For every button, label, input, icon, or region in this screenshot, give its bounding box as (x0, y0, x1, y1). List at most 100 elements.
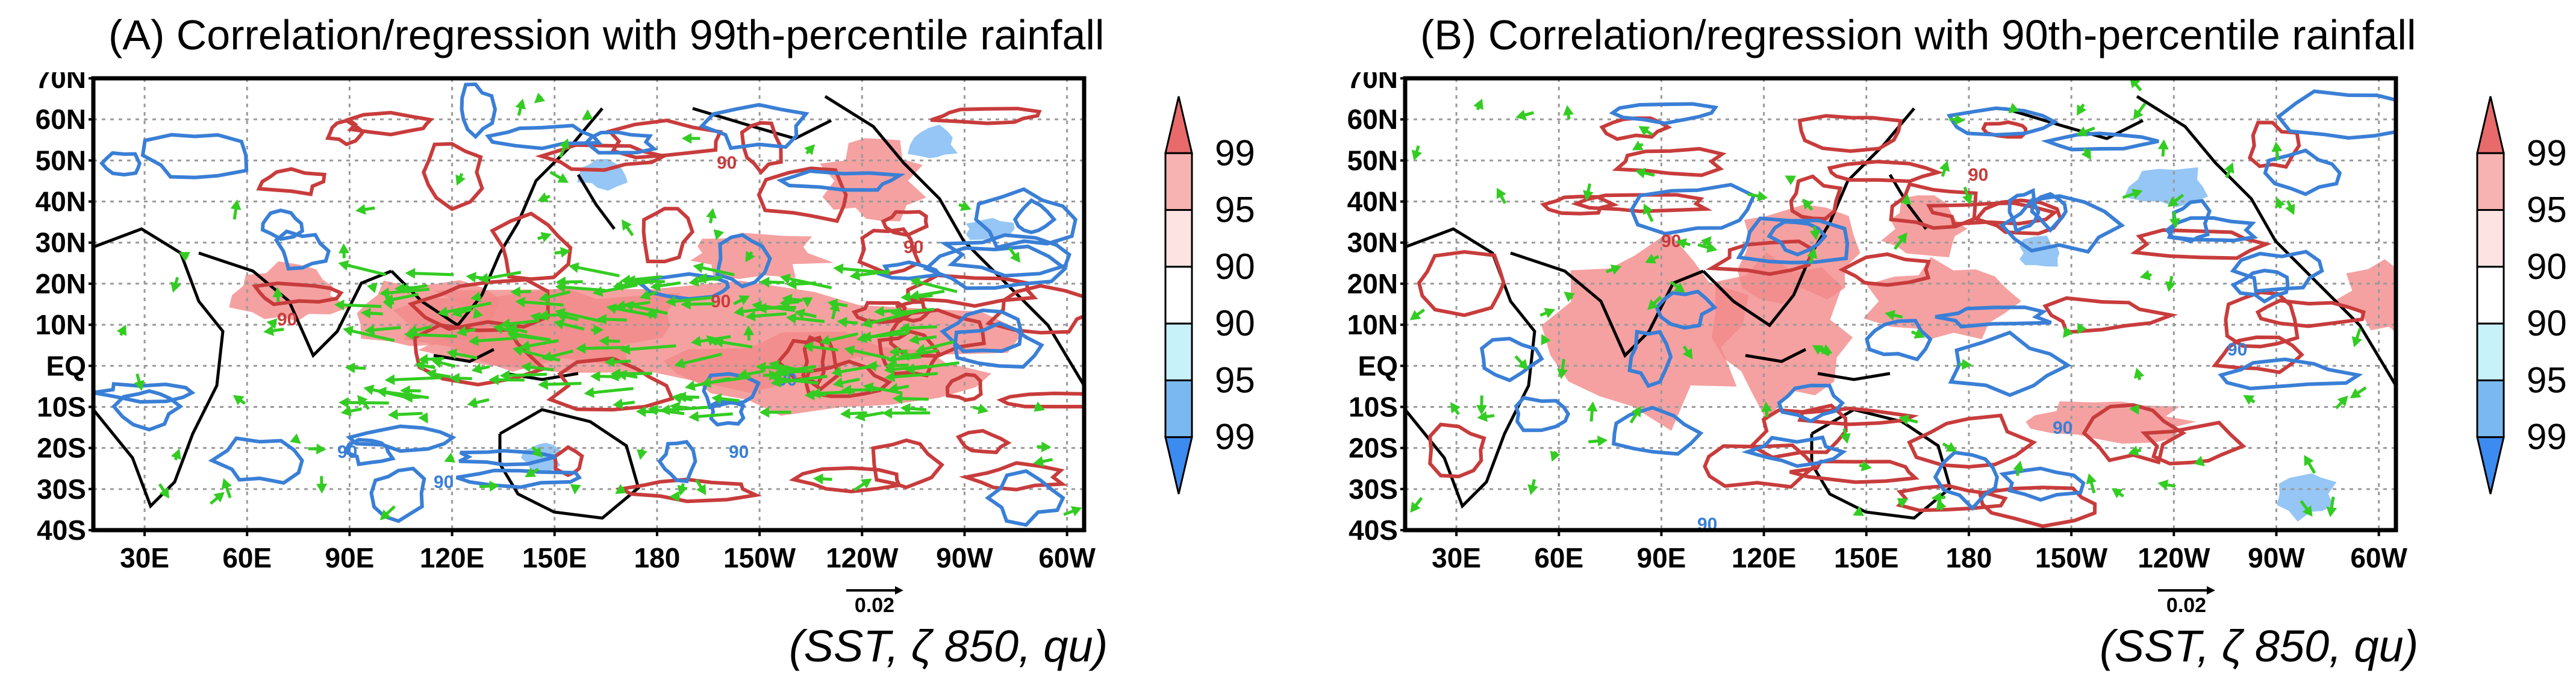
panel-b-vector-arrow (2077, 103, 2087, 116)
panel-b-lon-label: 90W (2248, 542, 2305, 574)
panel-a-vector-arrow (549, 170, 569, 183)
panel-b-contour-neg-14 (1999, 194, 2125, 254)
panel-a-vector-arrow (733, 295, 750, 305)
panel-b-lat-label: 40S (1349, 514, 1398, 546)
panel-a-vector-arrow (1037, 441, 1052, 452)
panel-b-vector-arrow (1936, 499, 1947, 511)
panel-a-vector-arrow (665, 296, 713, 307)
panel-a-vector-arrow (803, 341, 838, 352)
panel-a-vector-arrow (899, 322, 937, 334)
panel-a-vector-arrow (221, 478, 232, 499)
panel-b-vector-arrow (1676, 238, 1691, 249)
panel-a-contour-pos-22 (606, 118, 723, 160)
panel-b-vector-arrow (1638, 126, 1653, 136)
panel-a-vector-arrow (488, 374, 525, 386)
panel-a-vector-arrow (888, 383, 909, 394)
panel-b-contour-neg-3 (1947, 106, 2059, 137)
panel-b-contour-neg-17 (2230, 249, 2324, 293)
panel-a-vector-arrow (832, 377, 860, 389)
panel-b-vector-arrow (2122, 189, 2143, 199)
panel-a-contour-neg-6 (974, 187, 1077, 250)
panel-b-vector-arrow (2133, 367, 2145, 381)
panel-a-vector-arrow (592, 283, 638, 297)
panel-b-colorbar-seg-4 (2476, 322, 2505, 381)
panel-b-coastline-8 (1817, 372, 1891, 381)
panel-a-colorbar-label: 90 (1215, 303, 1255, 343)
panel-a-vector-arrow (898, 349, 938, 361)
panel-a-lat-label: 70N (36, 72, 86, 94)
panel-b-contour-label-1: 90 (2227, 340, 2247, 360)
panel-a-vector-arrow (478, 270, 522, 284)
panel-b-contour-pos-16 (1977, 486, 2097, 528)
panel-a-colorbar-label: 95 (1215, 190, 1255, 230)
panel-a-vector-arrow (681, 133, 700, 144)
panel-b-contour-pos-25 (1748, 403, 1848, 460)
panel-b-contour-pos-17 (2211, 335, 2304, 375)
panel-a-contour-neg-25 (93, 382, 196, 404)
panel-a-lon-label: 90W (936, 542, 993, 574)
panel-b-vector-arrow (2128, 445, 2142, 457)
panel-a-contour-neg-17 (140, 133, 249, 180)
panel-b-vector-arrow (1450, 402, 1461, 416)
panel-b-contour-neg-2 (1933, 450, 1999, 511)
panel-b-contour-neg-18 (1865, 319, 1933, 362)
panel-b-title: (B) Correlation/regression with 90th-per… (1420, 11, 2416, 58)
panel-a-vector-arrow (973, 403, 989, 414)
panel-a-vector-arrow (884, 364, 928, 375)
panel-a-colorbar-label: 90 (1215, 246, 1255, 287)
panel-b-colorbar-label: 90 (2527, 303, 2567, 343)
panel-a-vector-arrow (404, 329, 458, 340)
panel-a-contour-pos-15 (959, 461, 1068, 492)
panel-a-vector-arrow (367, 282, 378, 293)
panel-a-vector-arrow (499, 370, 547, 381)
panel-a-shade-pos-5 (690, 233, 834, 279)
panel-b-colorbar-label: 95 (2527, 190, 2567, 230)
panel-b-vector-arrow (1635, 167, 1655, 179)
panel-a-contour-pos-7 (251, 281, 344, 307)
panel-b-reference-vector: 0.02 (2158, 586, 2215, 617)
panel-a-vector-arrow (677, 483, 688, 496)
panel-a-vector-arrow (446, 348, 478, 360)
panel-a-vector-arrow (647, 308, 658, 320)
panel-b-coastline-0 (1405, 227, 1536, 509)
panel-b-contour-neg-24 (2218, 357, 2363, 390)
panel-b-vector-arrow (2111, 488, 2124, 499)
panel-b-vector-arrow (2008, 102, 2019, 114)
panel-b-lon-label: 30E (1432, 542, 1481, 574)
panel-a-vector-arrow (538, 290, 571, 303)
panel-b-vector-arrow (2285, 200, 2295, 215)
panel-a-vector-arrow (763, 369, 779, 381)
panel-a-vector-arrow (884, 371, 938, 383)
panel-a-contour-pos-9 (641, 207, 694, 264)
panel-b-contour-pos-7 (1907, 413, 2038, 469)
panel-b-vector-arrow (1931, 492, 1946, 503)
panel-a-coastline-5 (1046, 324, 1084, 387)
panel-b-vector-arrow (1747, 190, 1768, 202)
panel-a-vector-arrow (681, 299, 715, 310)
panel-a-vector-arrow (1008, 247, 1021, 263)
panel-a-variables: (SST, ζ 850, qu) (789, 620, 1108, 672)
panel-a-vector-arrow (467, 397, 490, 408)
panel-a-vector-arrow (134, 373, 145, 391)
panel-a-vector-arrow (456, 326, 476, 337)
panel-b-contour-pos-19 (2042, 296, 2178, 334)
panel-a-contour-pos-18 (955, 429, 1012, 454)
panel-a-title: (A) Correlation/regression with 99th-per… (108, 11, 1105, 58)
panel-a-contour-neg-4 (369, 466, 426, 524)
panel-b-contours (1417, 89, 2396, 528)
panel-a-contour-pos-14 (857, 227, 922, 276)
panel-a-lat-label: 40N (36, 186, 86, 217)
panel-a-vector-arrow (693, 262, 735, 277)
panel-b-vector-arrow (1629, 406, 1641, 424)
panel-b-vector-arrow (2086, 473, 2097, 494)
panel-a-vector-arrow (471, 363, 490, 374)
panel-b-contour-pos-28 (1703, 443, 1817, 489)
panel-a-vector-arrow (909, 289, 945, 301)
panel-b-vector-arrow (1541, 334, 1551, 346)
panel-b-vector-arrow (2077, 322, 2088, 334)
panel-a-vector-arrow (364, 324, 401, 336)
panel-a-lon-label: 120W (826, 542, 899, 574)
panel-b-lon-label: 90E (1637, 542, 1686, 574)
panel-a-vector-arrow (515, 296, 564, 308)
panel-a-vector-arrow (338, 260, 387, 277)
